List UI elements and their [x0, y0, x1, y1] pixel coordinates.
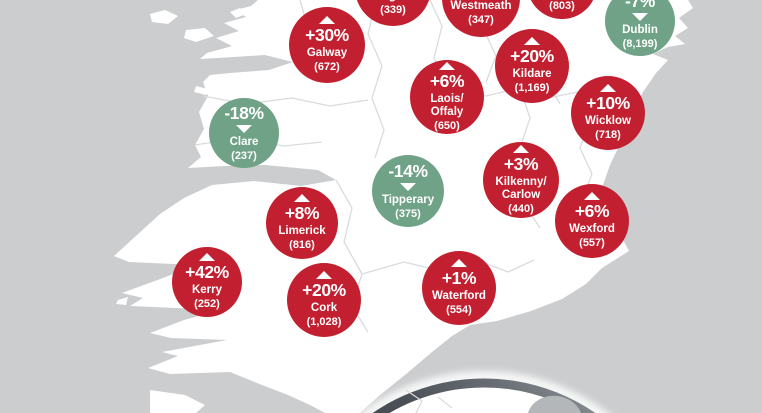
badge-percentage: +6% — [429, 70, 465, 91]
badge-percentage: +42% — [185, 262, 229, 282]
county-badge-wexford: +6% Wexford (557) — [555, 184, 629, 258]
magnifier-lens — [360, 371, 608, 413]
increase-arrow-icon — [199, 253, 215, 261]
county-badge-kilkenny-carlow: +3% Kilkenny/ Carlow (440) — [483, 142, 559, 218]
badge-count: (8,199) — [622, 37, 658, 50]
badge-percentage: +10% — [586, 93, 630, 113]
county-badge-waterford: +1% Waterford (554) — [422, 251, 496, 325]
badge-county-label: Kilkenny/ Carlow — [495, 175, 547, 201]
badge-county-label: Wicklow — [585, 115, 631, 127]
badge-county-label: Longford — [368, 0, 418, 3]
badge-county-label: Galway — [306, 47, 348, 59]
badge-percentage: +3% — [503, 153, 539, 174]
badge-count: (440) — [508, 202, 534, 215]
badge-county-label: Cork — [310, 302, 338, 314]
badge-percentage: +30% — [305, 25, 349, 45]
badge-count: (339) — [380, 4, 406, 16]
county-badge-dublin: -7% Dublin (8,199) — [605, 0, 675, 56]
badge-count: (1,028) — [306, 316, 342, 328]
badge-count: (718) — [595, 129, 621, 141]
badge-county-label: Clare — [229, 135, 259, 148]
badge-percentage: +6% — [574, 201, 610, 221]
decrease-arrow-icon — [400, 182, 416, 191]
badge-count: (375) — [395, 207, 421, 220]
badge-count: (803) — [549, 0, 575, 12]
lens-map-shape — [528, 395, 581, 413]
county-badge-longford: Longford(339) — [355, 0, 431, 26]
badge-count: (554) — [446, 304, 472, 316]
badge-percentage: -7% — [625, 0, 655, 11]
lens-map-borders — [405, 389, 453, 413]
county-badge-kildare: +20% Kildare (1,169) — [495, 29, 569, 103]
county-badge-westmeath: Westmeath (347) — [442, 0, 520, 37]
badge-county-label: Limerick — [278, 225, 326, 237]
badge-county-label: Dublin — [622, 23, 658, 36]
badge-percentage: -14% — [388, 160, 428, 181]
badge-county-label: Kerry — [191, 284, 223, 296]
badge-county-label: Waterford — [432, 290, 486, 302]
county-badge-kerry: +42% Kerry (252) — [172, 247, 242, 317]
increase-arrow-icon — [439, 61, 455, 70]
badge-count: (816) — [289, 239, 315, 251]
county-badge-limerick: +8% Limerick (816) — [266, 187, 338, 259]
badge-county-label: Tipperary — [381, 193, 435, 206]
decrease-arrow-icon — [236, 124, 252, 133]
badge-count: (650) — [434, 119, 460, 132]
badge-count: (672) — [314, 61, 340, 73]
increase-arrow-icon — [513, 144, 529, 153]
county-badge-tipperary: -14% Tipperary (375) — [372, 155, 444, 227]
increase-arrow-icon — [524, 37, 540, 45]
badge-percentage: +8% — [284, 203, 320, 223]
badge-percentage: +20% — [302, 280, 346, 300]
county-badge-clare: -18% Clare (237) — [209, 98, 279, 168]
badge-county-label: Wexford — [569, 223, 615, 235]
badge-count: (557) — [579, 237, 605, 249]
badge-percentage: -18% — [224, 102, 264, 123]
county-badge-cork: +20% Cork (1,028) — [287, 263, 361, 337]
increase-arrow-icon — [294, 194, 310, 202]
county-badge-galway: +30% Galway (672) — [289, 7, 365, 83]
badge-county-label: Kildare — [512, 68, 552, 80]
badge-percentage: +20% — [510, 46, 554, 66]
county-badge-wicklow: +10% Wicklow (718) — [571, 76, 645, 150]
badge-count: (237) — [231, 149, 257, 162]
county-badge-laois-offaly: +6% Laois/ Offaly (650) — [410, 60, 484, 134]
badge-county-label: Westmeath — [450, 0, 512, 12]
badge-count: (1,169) — [514, 82, 550, 94]
increase-arrow-icon — [316, 271, 332, 279]
increase-arrow-icon — [600, 84, 616, 92]
badge-county-label: Laois/ Offaly — [430, 92, 464, 118]
increase-arrow-icon — [319, 16, 335, 24]
badge-percentage: +1% — [441, 268, 477, 288]
increase-arrow-icon — [584, 192, 600, 200]
badge-count: (347) — [468, 14, 494, 26]
decrease-arrow-icon — [632, 12, 648, 21]
lens-glow — [360, 371, 608, 413]
increase-arrow-icon — [451, 259, 467, 267]
county-badge-unnamed: (803) — [527, 0, 597, 19]
badge-count: (252) — [194, 298, 220, 310]
